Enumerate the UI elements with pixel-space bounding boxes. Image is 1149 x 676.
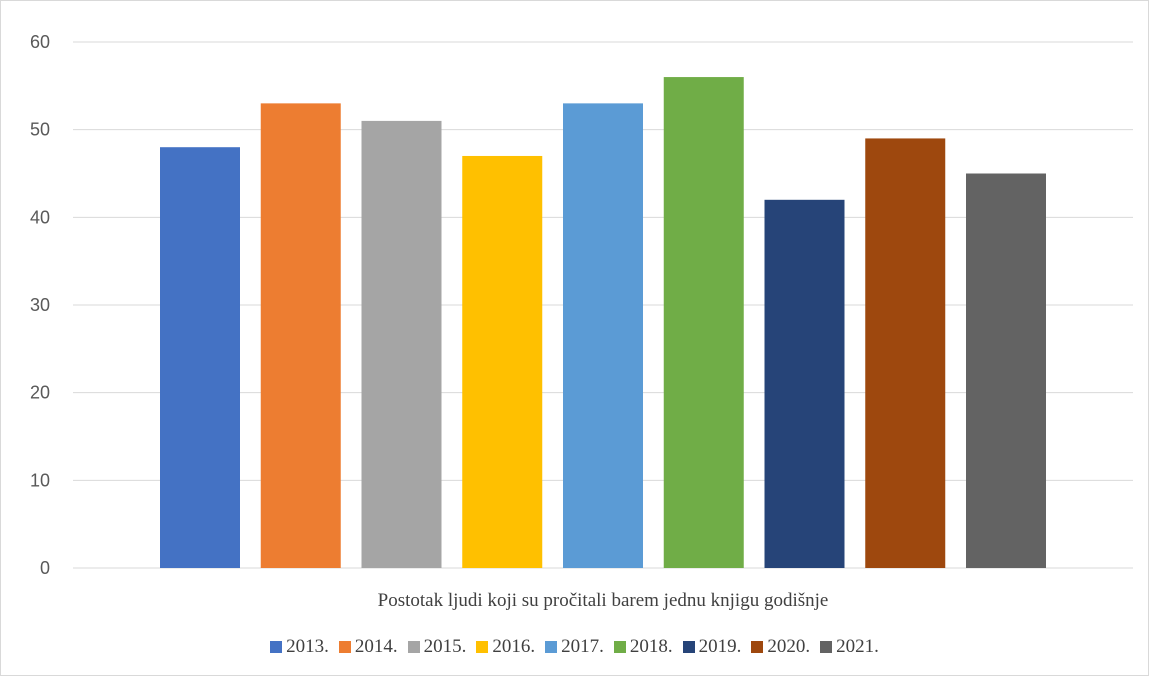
legend-swatch: [407, 641, 420, 653]
legend-item-2013: 2013.: [270, 636, 329, 658]
y-tick-label: 50: [30, 120, 50, 140]
bar-2018: [663, 77, 744, 569]
legend-swatch: [682, 641, 695, 653]
legend-item-2016: 2016.: [476, 636, 535, 658]
y-tick-label: 40: [30, 207, 50, 227]
legend-label: 2020.: [767, 636, 811, 657]
legend-item-2015: 2015.: [407, 636, 467, 658]
legend-item-2021: 2021.: [820, 636, 879, 658]
legend-item-2019: 2019.: [682, 636, 742, 658]
legend-label: 2013.: [286, 636, 329, 657]
legend-swatch: [545, 641, 558, 653]
legend-item-2014: 2014.: [338, 636, 398, 658]
category-axis-label: Postotak ljudi koji su pročitali barem j…: [378, 590, 829, 611]
legend-label: 2019.: [698, 636, 742, 657]
bar-2015: [361, 120, 442, 569]
legend-swatch: [476, 641, 489, 653]
bar-2019: [764, 199, 845, 569]
legend-swatch: [751, 641, 764, 653]
bars: [160, 77, 1046, 569]
legend: 2013. 2014. 2015. 2016. 2017. 2018. 2019. 2020.…: [0, 636, 1149, 658]
legend-label: 2015.: [423, 636, 467, 657]
legend-label: 2014.: [354, 636, 398, 657]
legend-swatch: [820, 641, 833, 653]
y-tick-label: 20: [30, 383, 50, 403]
legend-swatch: [270, 641, 283, 653]
legend-label: 2018.: [629, 636, 673, 657]
bar-2014: [260, 103, 341, 568]
y-tick-label: 10: [30, 470, 50, 490]
legend-item-2017: 2017.: [545, 636, 604, 658]
legend-label: 2016.: [492, 636, 536, 657]
bar-2016: [462, 155, 543, 568]
bar-2021: [966, 173, 1046, 568]
bar-2020: [865, 138, 946, 568]
y-tick-label: 30: [30, 295, 50, 315]
legend-label: 2017.: [561, 636, 604, 657]
legend-swatch: [338, 641, 351, 653]
bar-2013: [160, 147, 240, 568]
legend-item-2020: 2020.: [751, 636, 810, 658]
legend-swatch: [613, 641, 626, 653]
y-tick-label: 60: [30, 32, 50, 52]
legend-item-2018: 2018.: [613, 636, 673, 658]
bar-2017: [563, 103, 643, 568]
legend-label: 2021.: [836, 636, 879, 657]
y-axis-tick-labels: 0 10 20 30 40 50 60: [30, 32, 50, 578]
y-tick-label: 0: [40, 558, 50, 578]
